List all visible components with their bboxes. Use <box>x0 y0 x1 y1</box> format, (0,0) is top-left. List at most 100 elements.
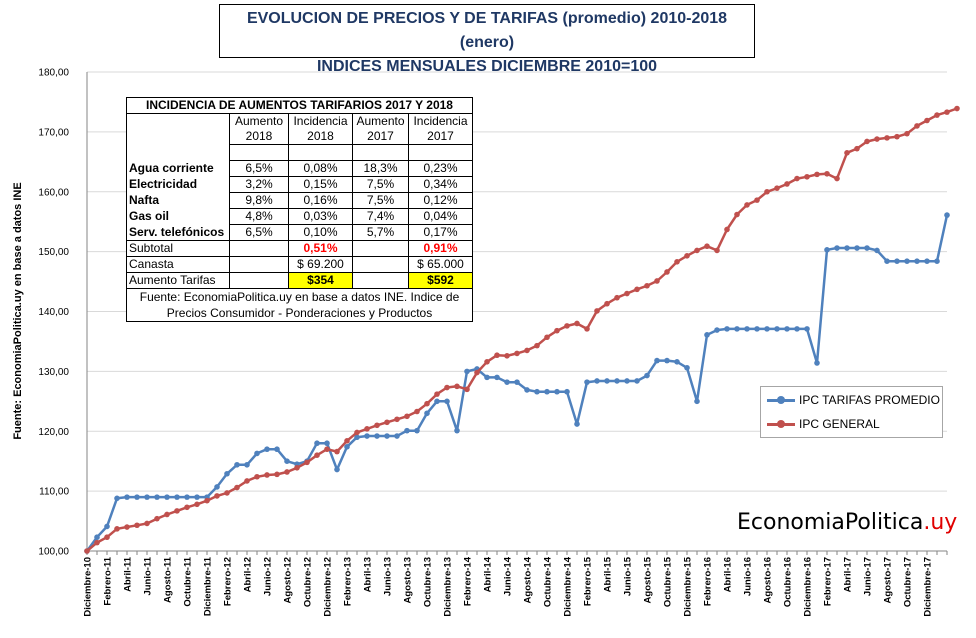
data-point-tarifas <box>174 494 180 500</box>
data-point-tarifas <box>664 357 670 364</box>
subtotal-2017: 0,91% <box>408 240 473 257</box>
x-tick-label: Abril-11 <box>123 556 134 592</box>
data-point-general <box>894 133 900 140</box>
data-point-general <box>264 472 270 478</box>
brand-logo: EconomiaPolitica.uy <box>737 510 957 535</box>
data-point-tarifas <box>694 398 700 405</box>
data-point-general <box>454 383 460 390</box>
row-label: Electricidad <box>126 176 230 193</box>
x-tick-label: Abril-12 <box>243 557 254 592</box>
y-axis: 100,00 110,00 120,00 130,00 140,00 150,00 160,… <box>38 68 88 558</box>
y-tick-label: 160,00 <box>38 187 69 198</box>
x-tick-label: Agosto-17 <box>883 557 894 603</box>
data-point-general <box>324 446 330 453</box>
data-point-tarifas <box>274 446 280 453</box>
cell-i18: 0,15% <box>288 176 353 193</box>
data-point-tarifas <box>244 461 250 468</box>
table-title: INCIDENCIA DE AUMENTOS TARIFARIOS 2017 Y… <box>126 97 473 114</box>
th-incidencia-2017: Incidencia <box>408 113 473 129</box>
table-row-gasoil: Gas oil 4,8% 0,03% 7,4% 0,04% <box>126 208 473 225</box>
table-row-source: Fuente: EconomiaPolitica.uy en base a da… <box>126 288 473 322</box>
x-tick-label: Diciembre-17 <box>923 557 934 617</box>
data-point-tarifas <box>654 357 660 364</box>
data-point-general <box>284 469 290 475</box>
data-point-general <box>534 342 540 349</box>
x-tick-label: Junio-11 <box>143 556 154 595</box>
data-point-general <box>954 105 960 112</box>
data-point-tarifas <box>594 378 600 384</box>
table-row-subtotal: Subtotal 0,51% 0,91% <box>126 240 473 257</box>
y-tick-label: 110,00 <box>39 487 69 498</box>
data-point-general <box>604 300 610 307</box>
cell-empty <box>229 240 289 257</box>
data-point-tarifas <box>764 326 770 332</box>
y-tick-label: 170,00 <box>38 127 69 138</box>
cell-a18: 9,8% <box>229 192 289 209</box>
table-spacer <box>126 144 230 161</box>
th-incidencia-2018: Incidencia <box>288 113 353 129</box>
cell-i17: 0,23% <box>408 160 473 177</box>
legend-marker-general <box>777 420 785 428</box>
data-point-general <box>124 524 130 530</box>
data-point-general <box>184 504 190 511</box>
x-tick-label: Diciembre-15 <box>683 556 694 616</box>
data-point-general <box>774 185 780 191</box>
x-tick-label: Diciembre-14 <box>563 556 574 616</box>
x-tick-label: Octubre-12 <box>303 557 314 607</box>
data-point-general <box>784 181 790 187</box>
canasta-2017: $ 65.000 <box>408 256 473 273</box>
cell-a18: 6,5% <box>229 160 289 177</box>
data-point-general <box>554 327 560 334</box>
x-tick-label: Abril-17 <box>843 557 854 592</box>
data-point-general <box>204 497 210 504</box>
data-point-general <box>214 493 220 499</box>
cell-empty <box>352 272 409 289</box>
x-tick-label: Febrero-14 <box>463 556 474 606</box>
y-tick-label: 140,00 <box>38 307 69 318</box>
data-point-general <box>634 286 640 293</box>
table-spacer-cell <box>352 144 409 161</box>
data-point-general <box>224 490 230 496</box>
chart-title-line1: EVOLUCION DE PRECIOS Y DE TARIFAS (prome… <box>246 10 728 51</box>
data-point-general <box>114 526 120 532</box>
cell-empty <box>229 256 289 273</box>
data-point-tarifas <box>94 534 100 541</box>
cell-i18: 0,03% <box>288 208 353 225</box>
data-point-tarifas <box>164 494 170 500</box>
data-point-general <box>564 323 570 329</box>
x-tick-label: Abril-14 <box>483 556 494 592</box>
x-tick-label: Diciembre-10 <box>83 557 94 617</box>
data-point-general <box>464 386 470 393</box>
legend-item-general: IPC GENERAL <box>761 416 942 432</box>
data-point-tarifas <box>814 360 820 366</box>
x-tick-label: Octubre-16 <box>783 557 794 607</box>
data-point-tarifas <box>264 446 270 453</box>
data-point-general <box>444 384 450 391</box>
cell-empty <box>352 240 409 257</box>
data-point-general <box>384 419 390 426</box>
x-tick-label: Octubre-11 <box>183 556 194 606</box>
logo-text-suffix: .uy <box>923 510 958 535</box>
data-point-tarifas <box>644 372 650 379</box>
data-point-tarifas <box>844 245 850 251</box>
data-point-tarifas <box>834 245 840 251</box>
data-point-tarifas <box>514 379 520 385</box>
data-point-tarifas <box>144 494 150 500</box>
data-point-tarifas <box>104 523 110 530</box>
data-point-general <box>864 138 870 145</box>
data-point-general <box>824 170 830 177</box>
y-tick-label: 180,00 <box>38 68 69 79</box>
data-point-general <box>594 308 600 314</box>
data-point-general <box>424 400 430 407</box>
table-row-agua: Agua corriente 6,5% 0,08% 18,3% 0,23% <box>126 160 473 177</box>
subtotal-label: Subtotal <box>126 240 230 257</box>
data-point-tarifas <box>134 494 140 500</box>
x-tick-label: Febrero-11 <box>103 556 114 605</box>
data-point-tarifas <box>724 326 730 332</box>
data-point-tarifas <box>284 458 290 464</box>
data-point-tarifas <box>824 247 830 253</box>
data-point-general <box>724 226 730 233</box>
data-point-general <box>754 197 760 203</box>
x-tick-label: Diciembre-13 <box>443 557 454 617</box>
data-point-tarifas <box>424 410 430 417</box>
